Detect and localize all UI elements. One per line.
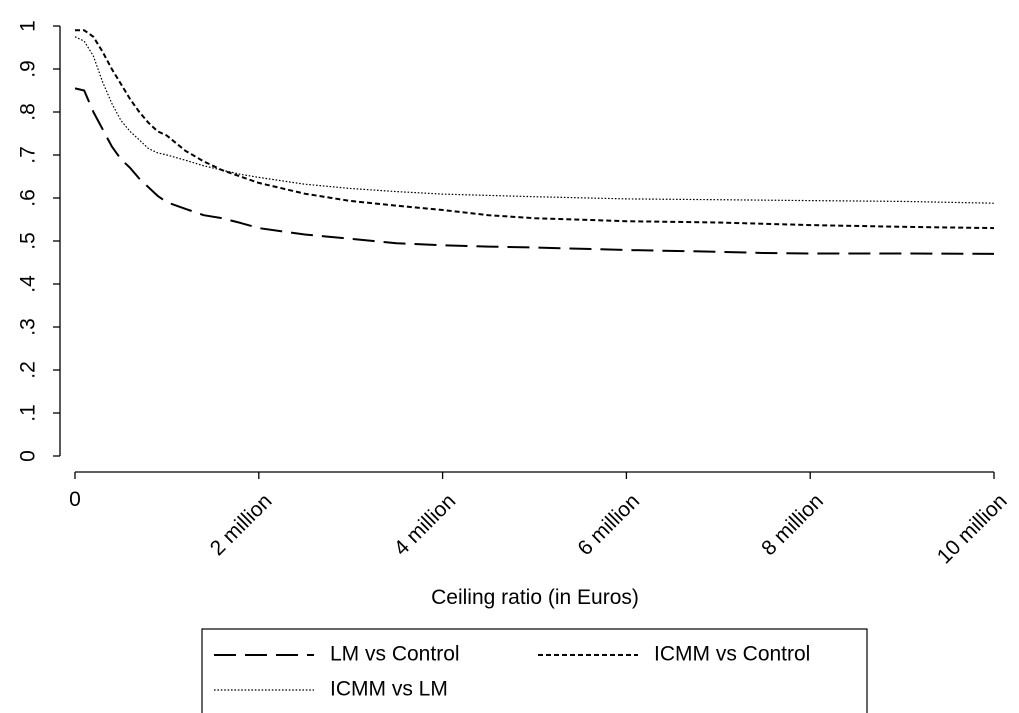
y-tick-label: .4 bbox=[17, 275, 40, 293]
x-axis-label: Ceiling ratio (in Euros) bbox=[431, 586, 639, 609]
legend: LM vs Control ICMM vs Control ICMM vs LM bbox=[201, 628, 868, 713]
y-tick-label: 0 bbox=[17, 450, 40, 462]
y-tick-label: .5 bbox=[17, 232, 40, 250]
series-line-1 bbox=[74, 87, 995, 255]
y-tick-label: .1 bbox=[17, 404, 40, 422]
x-tick-label: 2 million bbox=[206, 489, 277, 560]
series-line-2 bbox=[75, 29, 995, 230]
y-tick-label: .9 bbox=[17, 60, 40, 78]
series-line-3 bbox=[74, 36, 995, 204]
plot-series bbox=[74, 29, 995, 255]
legend-label-1: LM vs Control bbox=[330, 643, 460, 666]
y-tick-label: .2 bbox=[17, 361, 40, 379]
legend-label-2: ICMM vs Control bbox=[654, 643, 810, 666]
x-tick-label: 0 bbox=[69, 488, 81, 511]
legend-label-3: ICMM vs LM bbox=[330, 678, 448, 701]
x-tick-label: 4 million bbox=[390, 489, 461, 560]
y-axis: 0 .1 .2 .3 .4 .5 .6 .7 .8 .9 1 bbox=[17, 20, 61, 462]
x-tick-label: 10 million bbox=[933, 489, 1012, 568]
y-tick-label: .8 bbox=[17, 103, 40, 121]
legend-box bbox=[201, 628, 868, 713]
x-axis: 0 2 million 4 million 6 million 8 million 10 … bbox=[69, 471, 1012, 568]
x-tick-label: 6 million bbox=[573, 489, 644, 560]
x-tick-label: 8 million bbox=[757, 489, 828, 560]
y-tick-label: .7 bbox=[17, 146, 40, 164]
y-tick-label: 1 bbox=[17, 20, 40, 32]
y-tick-label: .3 bbox=[17, 318, 40, 336]
y-tick-label: .6 bbox=[17, 189, 40, 207]
